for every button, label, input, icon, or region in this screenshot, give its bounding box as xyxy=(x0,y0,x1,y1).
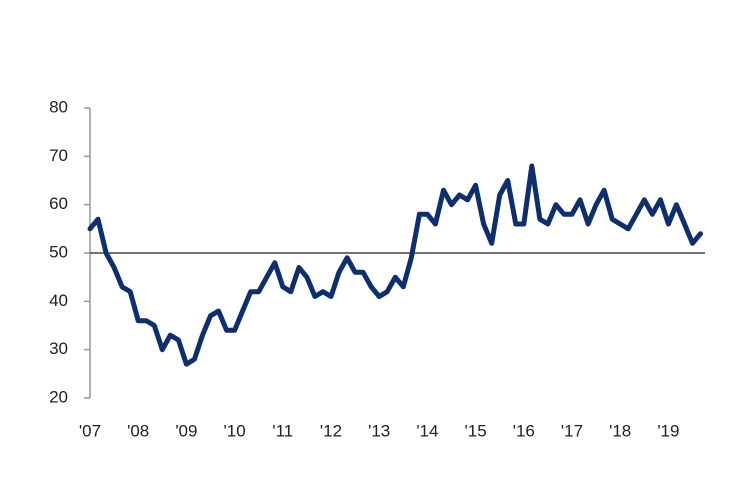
x-tick-label: '12 xyxy=(320,421,342,440)
x-tick-label: '09 xyxy=(175,421,197,440)
y-tick-label: 30 xyxy=(49,339,68,358)
data-line xyxy=(87,163,703,367)
x-tick-label: '16 xyxy=(513,421,535,440)
y-tick-label: 80 xyxy=(49,97,68,116)
y-tick-label: 60 xyxy=(49,194,68,213)
x-tick-label: '08 xyxy=(127,421,149,440)
x-tick-label: '10 xyxy=(224,421,246,440)
x-tick-label: '17 xyxy=(561,421,583,440)
x-tick-label: '14 xyxy=(416,421,438,440)
x-tick-label: '18 xyxy=(609,421,631,440)
y-tick-label: 40 xyxy=(49,291,68,310)
y-tick-label: 20 xyxy=(49,387,68,406)
x-tick-label: '15 xyxy=(465,421,487,440)
x-tick-label: '11 xyxy=(272,421,293,440)
y-tick-label: 50 xyxy=(49,242,68,261)
y-tick-label: 70 xyxy=(49,146,68,165)
x-tick-label: '07 xyxy=(79,421,101,440)
x-tick-label: '19 xyxy=(657,421,679,440)
x-tick-label: '13 xyxy=(368,421,390,440)
